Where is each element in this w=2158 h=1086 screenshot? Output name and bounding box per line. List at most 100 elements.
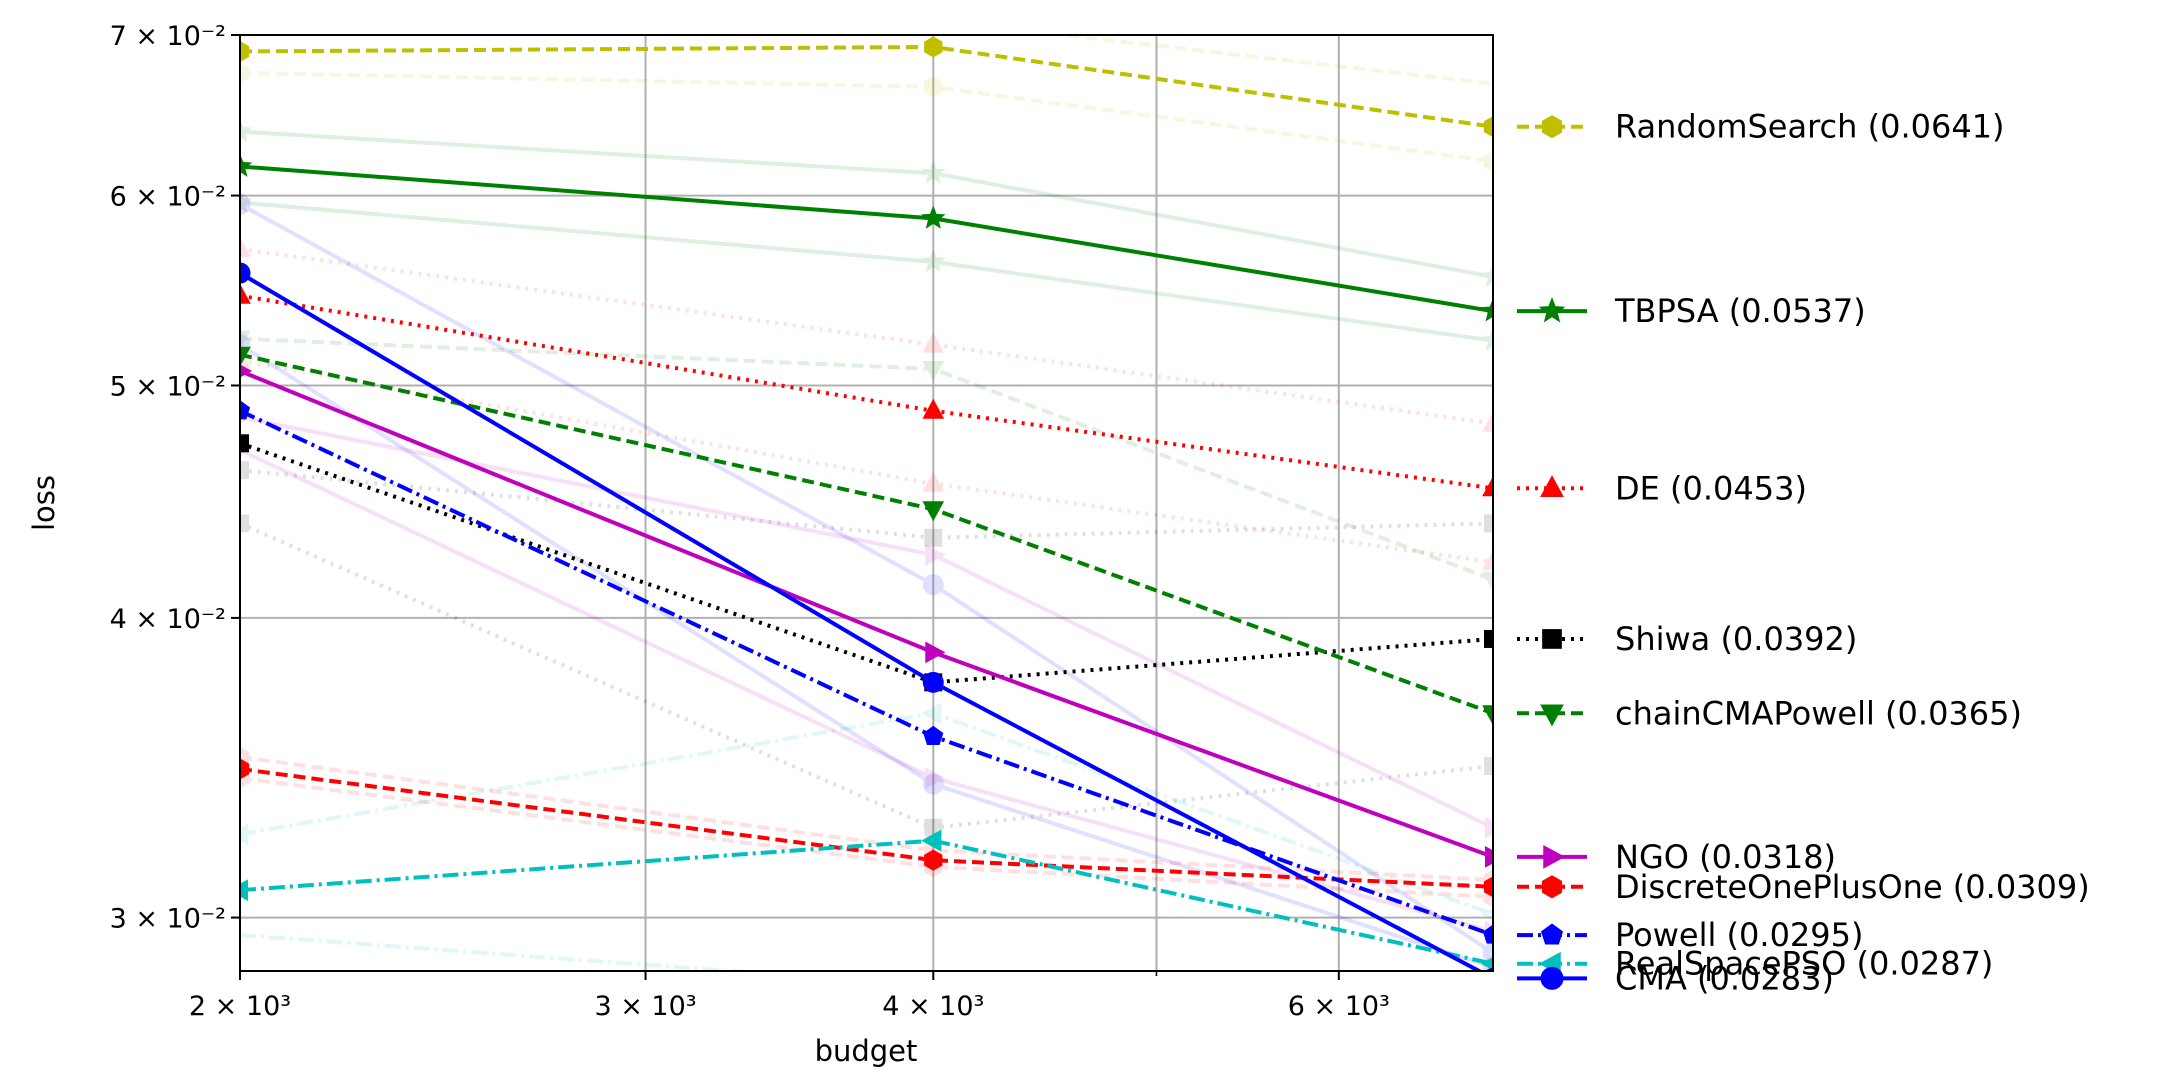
series-marker xyxy=(1482,924,1493,944)
series-marker xyxy=(922,501,945,522)
series-marker xyxy=(1482,476,1493,497)
legend-label: DiscreteOnePlusOne (0.0309) xyxy=(1615,868,2090,906)
legend-item: chainCMAPowell (0.0365) xyxy=(1517,694,2022,732)
faint-series-marker xyxy=(922,574,944,596)
faint-series-marker xyxy=(240,193,251,215)
series xyxy=(240,36,1493,138)
faint-series-marker xyxy=(1482,411,1493,432)
faint-series-line xyxy=(240,521,1493,830)
legend-label: TBPSA (0.0537) xyxy=(1614,292,1866,330)
series-marker xyxy=(925,641,946,664)
faint-series-marker xyxy=(240,823,248,846)
faint-series-line xyxy=(240,70,1493,164)
x-tick-label: 2 × 10³ xyxy=(189,991,291,1022)
x-tick-label: 3 × 10³ xyxy=(594,991,696,1022)
series-marker xyxy=(240,283,251,304)
y-tick-label: 7 × 10⁻² xyxy=(110,21,226,52)
faint-series-line xyxy=(1045,35,1493,86)
plot-frame xyxy=(239,34,1494,972)
series xyxy=(240,364,1493,868)
plot-background xyxy=(240,35,1493,971)
x-axis-label: budget xyxy=(815,1034,918,1068)
y-tick-label: 6 × 10⁻² xyxy=(110,182,226,213)
series-marker xyxy=(240,40,250,63)
faint-series-marker xyxy=(1480,907,1493,921)
legend-marker xyxy=(1540,923,1564,945)
series xyxy=(240,346,1493,726)
series-marker xyxy=(924,849,943,871)
legend-label: RandomSearch (0.0641) xyxy=(1615,108,2005,146)
faint-series-marker xyxy=(240,236,251,257)
series-marker xyxy=(240,758,250,780)
series-marker xyxy=(240,153,253,177)
series-marker xyxy=(1482,705,1493,726)
y-axis: 3 × 10⁻² 4 × 10⁻² 5 × 10⁻² 6 × 10⁻² 7 × 10⁻² xyxy=(110,21,240,935)
faint-series-marker xyxy=(921,249,946,273)
series-marker xyxy=(240,346,251,367)
faint-series xyxy=(240,236,1493,432)
y-tick-label: 3 × 10⁻² xyxy=(110,904,226,935)
series xyxy=(240,283,1493,497)
faint-series-marker xyxy=(1483,150,1493,172)
faint-series-line xyxy=(240,336,1493,582)
series xyxy=(240,400,1493,944)
faint-series xyxy=(240,189,1493,352)
series-line xyxy=(240,441,1493,685)
series-marker xyxy=(924,36,943,58)
faint-series-line xyxy=(240,711,1493,916)
faint-series-marker xyxy=(924,528,943,547)
series-marker xyxy=(1484,629,1493,648)
legend-item: DE (0.0453) xyxy=(1517,469,1807,507)
faint-series-marker xyxy=(924,76,943,98)
legend: RandomSearch (0.0641) TBPSA (0.0537) DE (0… xyxy=(1517,108,2090,997)
faint-series-marker xyxy=(922,332,945,353)
faint-series-marker xyxy=(922,360,945,381)
legend-marker xyxy=(1541,875,1563,899)
legend-label: NGO (0.0318) xyxy=(1615,838,1836,876)
legend-item: RandomSearch (0.0641) xyxy=(1517,108,2005,146)
series-marker xyxy=(1485,846,1493,868)
series-line xyxy=(240,838,1493,966)
legend-item: DiscreteOnePlusOne (0.0309) xyxy=(1517,868,2090,906)
legend-label: DE (0.0453) xyxy=(1615,469,1807,507)
series-marker xyxy=(240,400,251,420)
legend-label: chainCMAPowell (0.0365) xyxy=(1615,694,2022,732)
faint-series-marker xyxy=(925,543,946,566)
faint-series-group xyxy=(240,35,1493,971)
series-marker xyxy=(922,671,944,693)
legend-item: Shiwa (0.0392) xyxy=(1517,620,1857,658)
faint-series-marker xyxy=(1485,816,1493,839)
legend-marker xyxy=(1541,115,1563,139)
series-marker xyxy=(240,364,253,378)
legend-marker xyxy=(1540,966,1564,990)
series-marker xyxy=(1480,298,1493,322)
faint-series xyxy=(240,62,1493,172)
faint-series-marker xyxy=(240,189,253,213)
legend-item: TBPSA (0.0537) xyxy=(1517,292,1866,330)
legend-marker xyxy=(1540,475,1564,498)
faint-series-line xyxy=(240,358,1493,565)
faint-series-marker xyxy=(1482,571,1493,592)
series xyxy=(240,153,1493,322)
faint-series xyxy=(240,330,1493,592)
series-marker xyxy=(240,262,251,284)
faint-series xyxy=(240,118,1493,288)
series-marker xyxy=(921,205,946,229)
legend-item: Powell (0.0295) xyxy=(1517,916,1863,954)
faint-series-marker xyxy=(240,514,249,533)
legend-marker xyxy=(1542,629,1562,649)
legend-item: CMA (0.0283) xyxy=(1517,959,1834,997)
y-tick-label: 4 × 10⁻² xyxy=(110,604,226,635)
legend-marker xyxy=(1538,297,1566,323)
faint-series-marker xyxy=(1480,263,1493,288)
faint-series xyxy=(240,193,1493,964)
faint-series-marker xyxy=(240,330,251,351)
series-group xyxy=(240,36,1493,971)
series-marker xyxy=(923,725,944,745)
faint-series-marker xyxy=(1484,756,1493,775)
series-marker xyxy=(240,879,248,901)
x-axis: 2 × 10³ 3 × 10³ 4 × 10³ 6 × 10³ xyxy=(189,971,1390,1022)
faint-series-line xyxy=(240,202,1493,955)
faint-series xyxy=(240,348,1493,571)
faint-series-marker xyxy=(925,767,946,789)
